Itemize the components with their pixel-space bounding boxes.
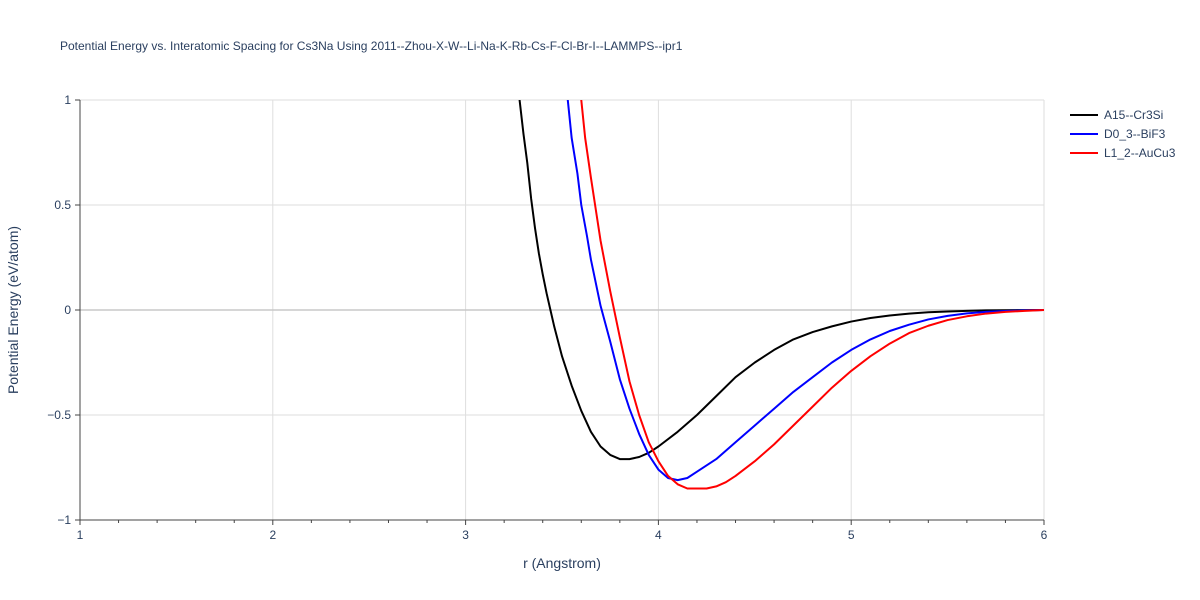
legend-item[interactable]: A15--Cr3Si: [1070, 108, 1163, 122]
legend-item[interactable]: L1_2--AuCu3: [1070, 146, 1176, 160]
x-tick-label: 1: [77, 528, 84, 542]
legend-label: D0_3--BiF3: [1104, 127, 1166, 141]
legend-label: L1_2--AuCu3: [1104, 146, 1176, 160]
series-line-D0_3--BiF3: [566, 100, 1044, 482]
y-tick-label: 0: [64, 303, 71, 317]
chart-title: Potential Energy vs. Interatomic Spacing…: [60, 39, 683, 53]
y-tick-label: −0.5: [47, 408, 71, 422]
x-tick-label: 2: [269, 528, 276, 542]
x-tick-label: 3: [462, 528, 469, 542]
x-axis-title: r (Angstrom): [523, 555, 601, 571]
series-lines: [518, 100, 1044, 490]
y-tick-label: −1: [57, 513, 71, 527]
legend-label: A15--Cr3Si: [1104, 108, 1163, 122]
y-tick-label: 0.5: [54, 198, 71, 212]
grid-lines: [80, 99, 1045, 520]
x-tick-label: 4: [655, 528, 662, 542]
tick-labels: 1 2 3 4 5 6 −1 −0.5 0 0.5 1: [47, 93, 1047, 542]
x-tick-label: 6: [1041, 528, 1048, 542]
axes: [75, 99, 1045, 525]
legend[interactable]: A15--Cr3Si D0_3--BiF3 L1_2--AuCu3: [1070, 108, 1176, 160]
y-axis-title: Potential Energy (eV/atom): [5, 226, 21, 394]
legend-item[interactable]: D0_3--BiF3: [1070, 127, 1166, 141]
series-line-L1_2--AuCu3: [580, 100, 1044, 490]
y-tick-label: 1: [64, 93, 71, 107]
x-tick-label: 5: [848, 528, 855, 542]
